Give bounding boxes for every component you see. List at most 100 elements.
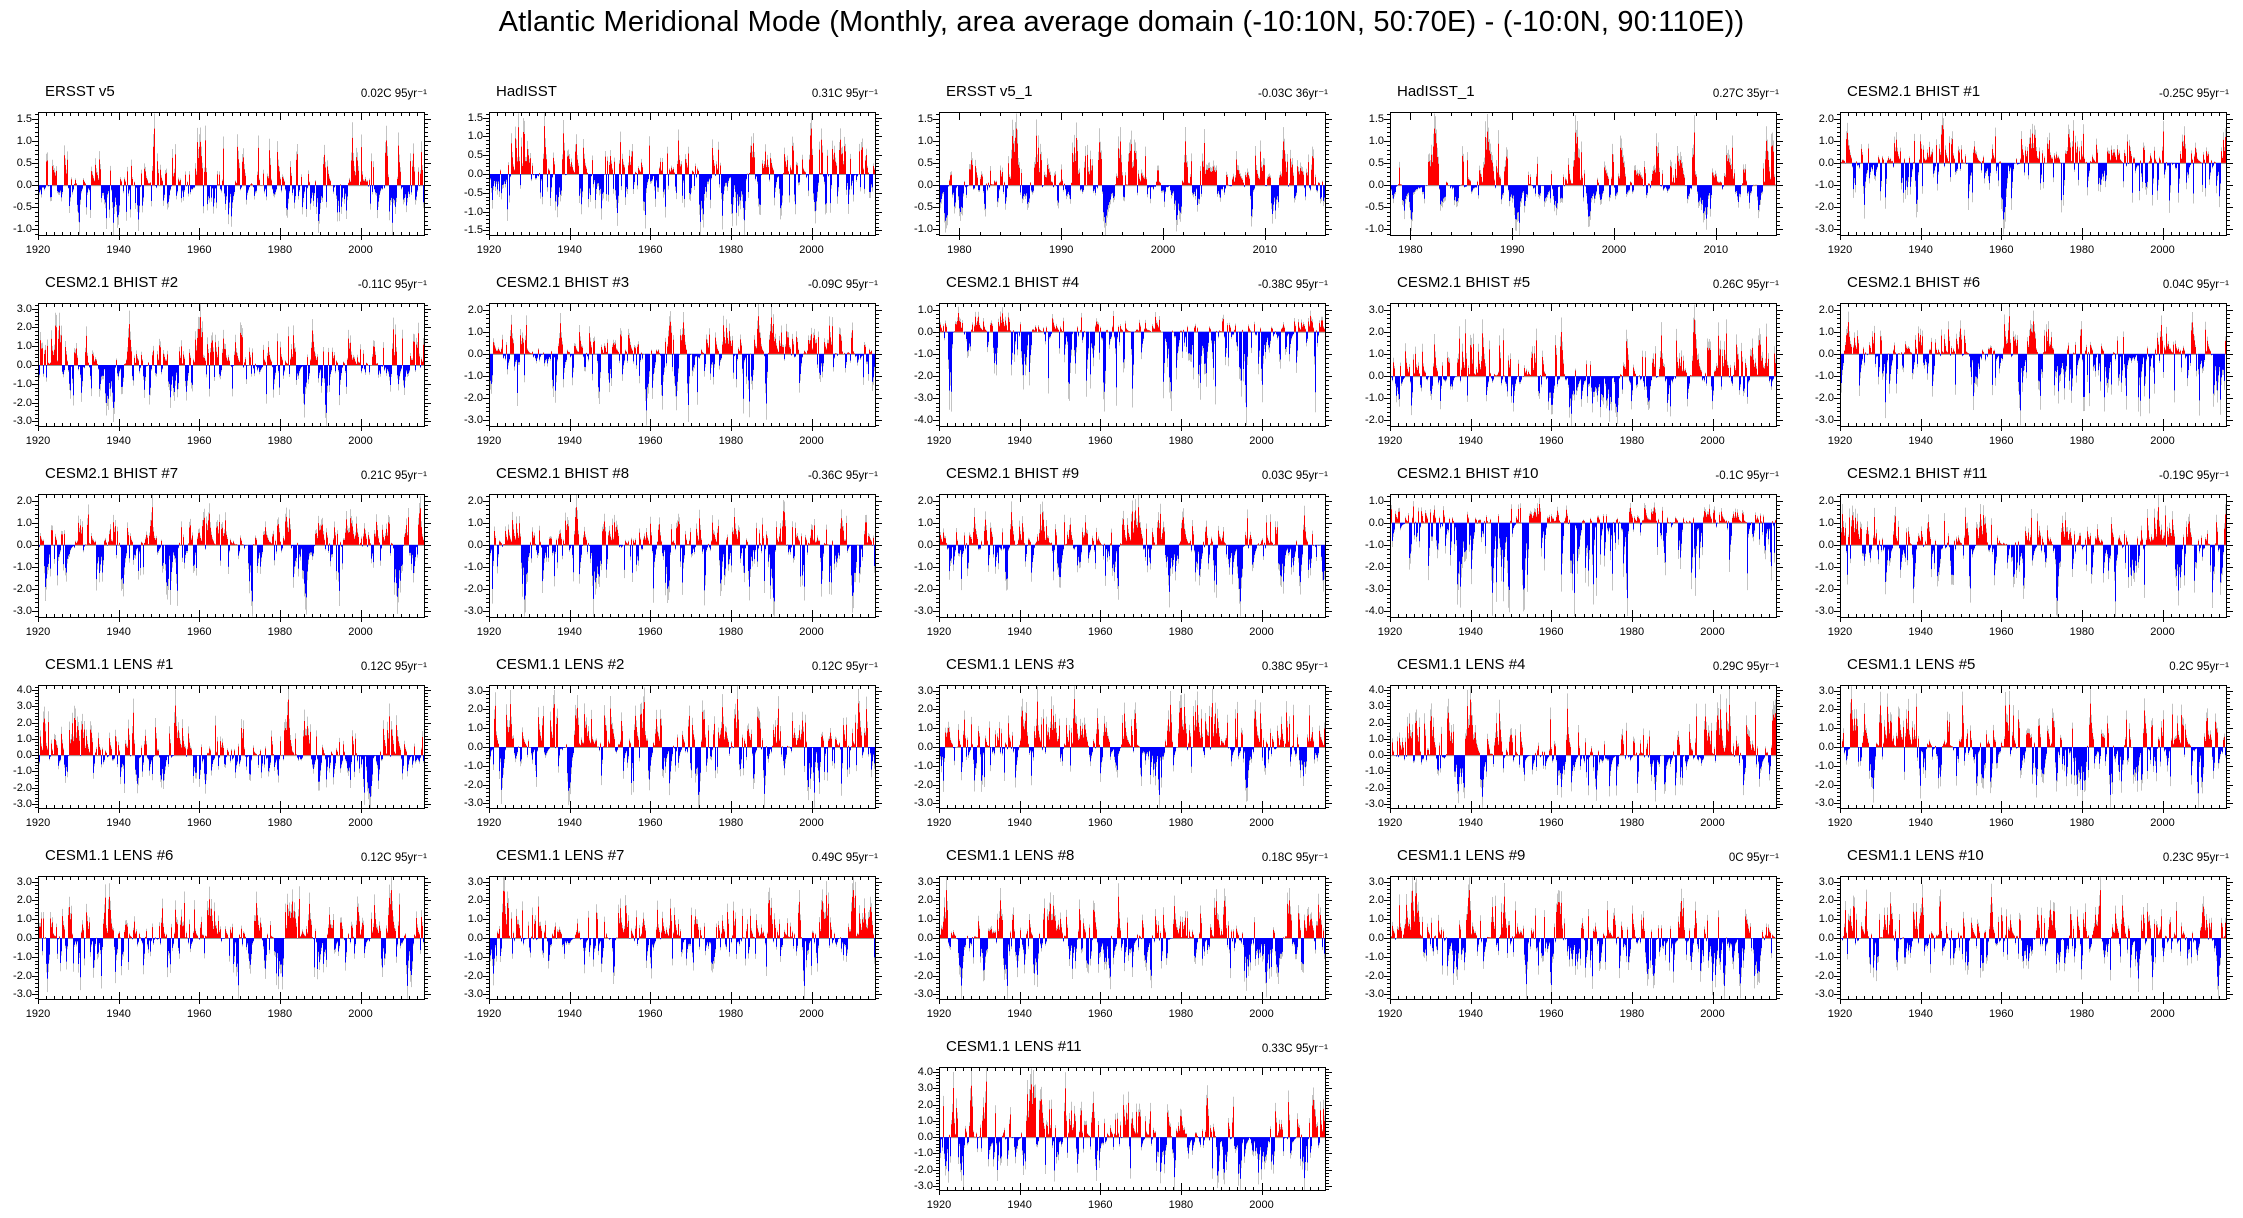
y-tick-label: 1.0 <box>16 134 32 147</box>
y-tick-label: 2.0 <box>16 494 32 507</box>
y-tick-label: 2.0 <box>1818 703 1834 716</box>
x-tick-label: 1960 <box>1989 244 2014 256</box>
y-tick-label: 0.0 <box>1818 156 1834 169</box>
x-tick-label: 1920 <box>926 435 952 447</box>
x-tick-label: 1940 <box>106 817 131 829</box>
y-tick-label: -3.0 <box>1815 797 1834 810</box>
y-tick-label: -4.0 <box>1365 605 1384 618</box>
y-tick-label: 1.0 <box>1818 134 1834 147</box>
x-tick-label: 2000 <box>2150 435 2175 447</box>
y-tick-label: 2.0 <box>467 303 483 316</box>
y-tick-label: 1.5 <box>917 112 933 125</box>
y-tick-label: 0.0 <box>1368 932 1384 944</box>
x-tick-label: 1940 <box>1007 1008 1032 1020</box>
x-tick-label: 1960 <box>187 435 212 447</box>
x-tick-label: 1990 <box>1499 244 1525 256</box>
y-tick-label: 1.0 <box>1368 134 1384 147</box>
panel-title: CESM2.1 BHIST #10 <box>1397 465 1539 482</box>
x-tick-label: 1960 <box>1539 435 1564 447</box>
panel-trend-label: -0.19C 95yr⁻¹ <box>2159 470 2229 482</box>
x-tick-label: 1960 <box>638 244 663 256</box>
x-tick-label: 1920 <box>476 626 502 638</box>
y-tick-label: 2.0 <box>1818 112 1834 125</box>
panel-trend-label: 0.02C 95yr⁻¹ <box>360 88 427 100</box>
anomaly-bar-chart <box>29 867 434 1009</box>
x-tick-label: 2000 <box>799 435 824 447</box>
y-tick-label: 0.0 <box>917 538 933 551</box>
y-tick-label: 0.0 <box>16 359 32 371</box>
y-tick-label: -3.0 <box>1815 605 1834 618</box>
x-tick-label: 1960 <box>187 1008 212 1020</box>
y-tick-label: -2.0 <box>914 1163 933 1176</box>
y-tick-label: 3.0 <box>1368 875 1384 888</box>
x-tick-label: 2010 <box>1252 244 1278 256</box>
y-tick-label: 1.0 <box>467 722 483 735</box>
y-tick-label: 0.0 <box>16 749 32 762</box>
y-tick-label: -1.5 <box>464 224 483 237</box>
panel-title: ERSST v5_1 <box>946 83 1033 100</box>
y-tick-label: -1.0 <box>1815 950 1834 963</box>
y-tick-label: -2.0 <box>914 370 933 383</box>
anomaly-panel: CESM1.1 LENS #7 0.49C 95yr⁻¹ 3.0 2.0 1.0 0.… <box>464 836 919 1027</box>
x-tick-label: 1980 <box>267 626 293 638</box>
x-tick-label: 1960 <box>1989 626 2014 638</box>
y-tick-label: -1.0 <box>1815 561 1834 574</box>
x-tick-label: 2000 <box>1249 1008 1274 1020</box>
y-tick-label: 1.0 <box>1818 722 1834 735</box>
panel-title: CESM2.1 BHIST #4 <box>946 274 1080 291</box>
y-tick-label: 1.0 <box>16 516 32 529</box>
anomaly-bar-chart <box>930 1058 1335 1200</box>
y-tick-label: 3.0 <box>16 875 32 888</box>
y-tick-label: 0.0 <box>917 179 933 192</box>
y-tick-label: 0.0 <box>467 932 483 944</box>
y-tick-label: -3.0 <box>13 415 32 428</box>
anomaly-panel: CESM1.1 LENS #5 0.2C 95yr⁻¹ 3.0 2.0 1.0 0.0… <box>1815 645 2243 836</box>
panel-trend-label: 0.29C 95yr⁻¹ <box>1712 661 1779 673</box>
x-tick-label: 2000 <box>348 626 373 638</box>
anomaly-bar-chart <box>480 103 885 245</box>
x-tick-label: 1940 <box>1458 1008 1483 1020</box>
panel-title: CESM2.1 BHIST #5 <box>1397 274 1531 291</box>
y-tick-label: -2.0 <box>13 969 32 982</box>
y-tick-label: 1.0 <box>917 722 933 735</box>
x-tick-label: 1960 <box>1539 1008 1564 1020</box>
x-tick-label: 1920 <box>476 1008 502 1020</box>
x-tick-label: 1960 <box>187 817 212 829</box>
anomaly-panel: CESM1.1 LENS #6 0.12C 95yr⁻¹ 3.0 2.0 1.0 0.… <box>13 836 468 1027</box>
panel-trend-label: -0.03C 36yr⁻¹ <box>1258 88 1328 100</box>
y-tick-label: 2.0 <box>16 716 32 729</box>
x-tick-label: 1920 <box>926 817 952 829</box>
y-tick-label: -3.0 <box>1815 223 1834 236</box>
x-tick-label: 1960 <box>638 1008 663 1020</box>
panel-trend-label: 0.18C 95yr⁻¹ <box>1261 852 1328 864</box>
x-tick-label: 1940 <box>106 626 131 638</box>
y-tick-label: 0.0 <box>467 741 483 753</box>
x-tick-label: 1980 <box>267 817 293 829</box>
panel-trend-label: 0.2C 95yr⁻¹ <box>2169 661 2229 673</box>
x-tick-label: 2000 <box>1700 435 1725 447</box>
y-tick-label: 2.0 <box>917 703 933 716</box>
y-tick-label: 0.0 <box>917 741 933 753</box>
panel-trend-label: -0.36C 95yr⁻¹ <box>808 470 878 482</box>
y-tick-label: -0.5 <box>13 201 32 214</box>
x-tick-label: 2000 <box>348 1008 373 1020</box>
panel-trend-label: 0.04C 95yr⁻¹ <box>2162 279 2229 291</box>
y-tick-label: 3.0 <box>16 302 32 315</box>
x-tick-label: 1940 <box>1908 626 1933 638</box>
panel-trend-label: 0.12C 95yr⁻¹ <box>360 661 427 673</box>
y-tick-label: 3.0 <box>917 684 933 697</box>
y-tick-label: -1.0 <box>1365 765 1384 778</box>
x-tick-label: 2000 <box>2150 817 2175 829</box>
y-tick-label: 2.0 <box>1818 303 1834 316</box>
y-tick-label: 3.0 <box>917 1082 933 1095</box>
x-tick-label: 2000 <box>1700 817 1725 829</box>
y-tick-label: -3.0 <box>1815 988 1834 1001</box>
y-tick-label: -2.0 <box>464 583 483 596</box>
x-tick-label: 1920 <box>476 435 502 447</box>
anomaly-panel: HadISST_1 0.27C 35yr⁻¹ 1.5 1.0 0.5 0.0 -0.5 -… <box>1365 72 1820 263</box>
y-tick-label: 2.0 <box>16 894 32 907</box>
y-tick-label: -1.0 <box>13 950 32 963</box>
y-tick-label: 2.0 <box>467 494 483 507</box>
y-tick-label: 0.0 <box>1818 538 1834 551</box>
x-tick-label: 1920 <box>1377 1008 1403 1020</box>
